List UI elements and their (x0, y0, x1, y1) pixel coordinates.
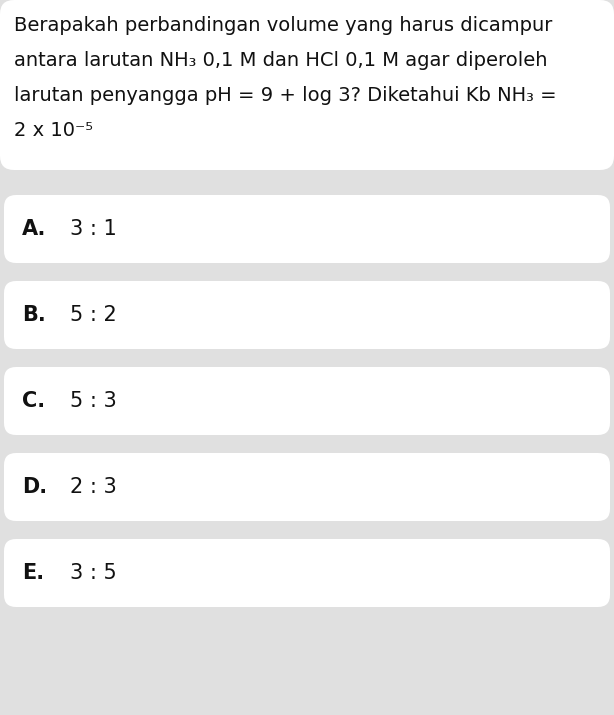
Text: A.: A. (22, 219, 47, 239)
FancyBboxPatch shape (4, 453, 610, 521)
Text: C.: C. (22, 391, 45, 411)
Text: 3 : 5: 3 : 5 (70, 563, 117, 583)
Text: larutan penyangga pH = 9 + log 3? Diketahui Kb NH₃ =: larutan penyangga pH = 9 + log 3? Diketa… (14, 86, 557, 105)
FancyBboxPatch shape (0, 0, 614, 170)
Text: antara larutan NH₃ 0,1 M dan HCl 0,1 M agar diperoleh: antara larutan NH₃ 0,1 M dan HCl 0,1 M a… (14, 51, 548, 70)
Text: 2 : 3: 2 : 3 (70, 477, 117, 497)
Text: 3 : 1: 3 : 1 (70, 219, 117, 239)
FancyBboxPatch shape (4, 195, 610, 263)
Text: Berapakah perbandingan volume yang harus dicampur: Berapakah perbandingan volume yang harus… (14, 16, 553, 35)
Text: 5 : 2: 5 : 2 (70, 305, 117, 325)
Text: 2 x 10⁻⁵: 2 x 10⁻⁵ (14, 121, 93, 140)
Text: E.: E. (22, 563, 44, 583)
FancyBboxPatch shape (4, 367, 610, 435)
Text: B.: B. (22, 305, 46, 325)
Text: D.: D. (22, 477, 47, 497)
FancyBboxPatch shape (4, 539, 610, 607)
Text: 5 : 3: 5 : 3 (70, 391, 117, 411)
FancyBboxPatch shape (4, 281, 610, 349)
